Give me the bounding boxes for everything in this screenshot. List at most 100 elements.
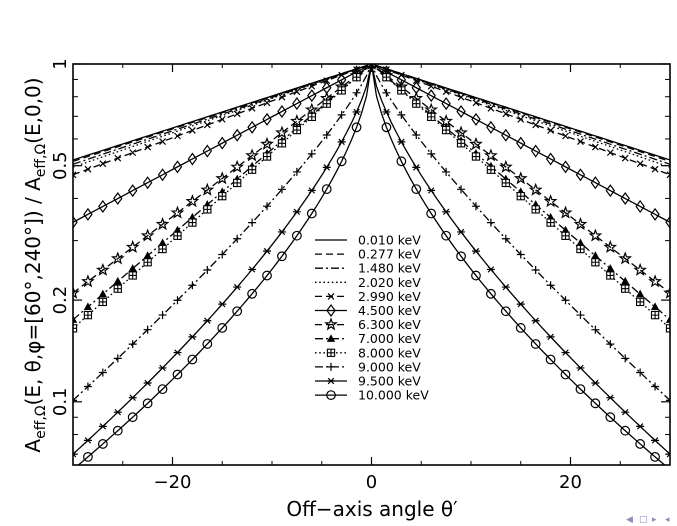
legend-marker	[327, 377, 335, 385]
legend-marker	[326, 303, 336, 318]
data-point	[397, 110, 406, 119]
data-point	[621, 284, 630, 293]
data-point	[498, 159, 513, 173]
legend-item: 9.000 keV	[315, 359, 421, 374]
data-point	[307, 187, 316, 194]
legend-label: 7.000 keV	[358, 331, 421, 346]
data-point	[576, 311, 585, 320]
data-point	[516, 192, 525, 201]
series-line	[73, 64, 670, 162]
legend-label: 0.010 keV	[358, 233, 421, 248]
series-line	[77, 64, 666, 465]
data-point	[292, 208, 301, 216]
legend-marker	[326, 348, 336, 357]
data-point	[187, 354, 198, 365]
data-point	[278, 93, 286, 101]
data-point	[500, 306, 511, 317]
data-point	[666, 171, 670, 179]
nav-frame-icon[interactable]: □	[639, 515, 648, 525]
data-point	[427, 187, 436, 194]
data-point	[83, 382, 92, 391]
data-point	[277, 139, 287, 148]
data-point	[471, 112, 481, 126]
legend-item: 2.020 keV	[315, 275, 421, 290]
series-10	[73, 64, 670, 405]
data-point	[159, 138, 166, 145]
data-point	[486, 218, 495, 227]
data-point	[621, 276, 630, 285]
data-point	[471, 247, 480, 255]
data-point	[113, 354, 122, 363]
series-line	[73, 64, 670, 223]
data-point	[396, 156, 407, 167]
data-point	[230, 159, 245, 173]
data-point	[215, 171, 230, 185]
data-point	[502, 110, 510, 118]
data-point	[620, 425, 631, 436]
data-point	[140, 228, 155, 242]
data-point	[501, 234, 510, 243]
data-point	[575, 384, 586, 395]
y-tick-label: 0.2	[50, 286, 71, 315]
data-point	[173, 296, 182, 305]
data-point	[307, 89, 317, 103]
legend-label: 4.500 keV	[358, 303, 421, 318]
data-point	[83, 310, 93, 320]
data-point	[247, 288, 258, 299]
data-point	[456, 251, 466, 262]
data-point	[143, 379, 152, 387]
legend-item: 8.000 keV	[315, 345, 421, 360]
data-point	[605, 184, 616, 198]
legend-label: 2.990 keV	[358, 289, 421, 304]
data-point	[516, 250, 525, 259]
data-point	[142, 398, 153, 409]
data-point	[203, 266, 212, 275]
data-point	[172, 369, 183, 380]
data-point	[516, 300, 525, 308]
data-point	[188, 281, 197, 290]
data-point	[352, 88, 361, 97]
data-point	[668, 464, 670, 465]
legend-item: 2.990 keV	[315, 289, 421, 304]
data-point	[472, 99, 480, 107]
legend-marker	[326, 334, 336, 342]
data-point	[590, 398, 601, 409]
data-point	[158, 244, 167, 254]
data-point	[158, 311, 167, 320]
data-point	[606, 271, 615, 280]
data-point	[170, 205, 185, 219]
data-point	[307, 112, 316, 122]
series-line	[73, 64, 670, 168]
nav-right-icon[interactable]: ▸	[652, 515, 657, 525]
data-point	[83, 207, 93, 221]
data-point	[188, 127, 196, 134]
nav-back-icon[interactable]: ◂	[665, 515, 670, 525]
data-point	[588, 228, 603, 242]
data-point	[605, 412, 616, 423]
data-point	[561, 296, 570, 305]
data-point	[382, 73, 391, 82]
data-point	[143, 325, 152, 334]
data-point	[113, 408, 122, 416]
legend-item: 1.480 keV	[315, 261, 421, 276]
data-point	[606, 264, 615, 272]
data-point	[517, 115, 525, 123]
series-9	[73, 64, 670, 333]
series-line	[73, 64, 670, 321]
data-point	[576, 238, 585, 247]
x-tick-label: 20	[559, 472, 582, 493]
data-point	[648, 274, 662, 288]
y-tick-label: 1	[50, 58, 71, 69]
data-point	[487, 104, 495, 112]
nav-left-icon[interactable]: ◀	[626, 515, 633, 525]
data-point	[203, 121, 211, 129]
nav-controls[interactable]: ◀ □ ▸ ◂	[626, 515, 670, 525]
data-point	[263, 247, 272, 255]
data-point	[262, 270, 272, 281]
data-point	[247, 120, 257, 134]
data-point	[337, 110, 346, 119]
data-point	[530, 144, 541, 158]
data-point	[651, 437, 660, 444]
data-point	[98, 368, 107, 377]
data-point	[650, 451, 660, 462]
